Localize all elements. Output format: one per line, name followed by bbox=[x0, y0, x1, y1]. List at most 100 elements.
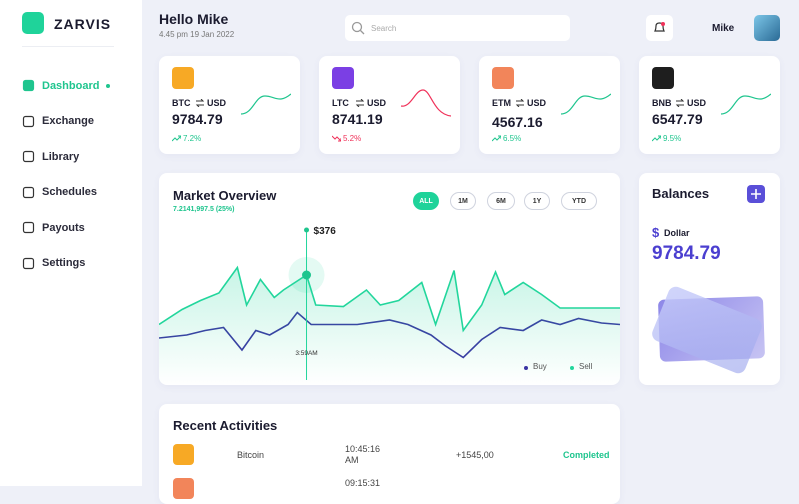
nav-item[interactable]: Payouts bbox=[22, 221, 85, 234]
icon-shape bbox=[22, 221, 35, 234]
search-placeholder: Search bbox=[371, 23, 397, 33]
balances-title: Balances bbox=[652, 186, 710, 201]
legend-dot bbox=[570, 366, 574, 370]
nav-icon bbox=[22, 79, 35, 92]
range-button[interactable]: YTD bbox=[561, 192, 597, 210]
nav-icon bbox=[22, 186, 35, 198]
line bbox=[159, 265, 620, 333]
asset-icon bbox=[173, 478, 194, 499]
nav-item[interactable]: Dashboard bbox=[22, 79, 111, 92]
coin-icon bbox=[652, 67, 674, 89]
nav-item[interactable]: Library bbox=[22, 150, 79, 163]
market-chart: $376 3:59AM Buy Sell bbox=[159, 226, 620, 385]
range-button[interactable]: ALL bbox=[413, 192, 439, 210]
trend-arrow bbox=[332, 135, 341, 142]
trend-arrow bbox=[652, 135, 661, 142]
ticker-card: LTC USD 8741.19 5.2% bbox=[319, 56, 460, 154]
nav-label: Payouts bbox=[42, 221, 85, 234]
avatar[interactable] bbox=[754, 15, 780, 41]
currency-symbol: $ bbox=[652, 225, 660, 240]
nav-item[interactable]: Exchange bbox=[22, 115, 94, 128]
nav-icon bbox=[22, 115, 35, 127]
price: 9784.79 bbox=[172, 111, 223, 127]
coin-icon bbox=[492, 67, 514, 89]
ticker-card: ETM USD 4567.16 6.5% bbox=[479, 56, 620, 154]
sidebar: ZARVIS Dashboard Exchange Library Schedules… bbox=[0, 0, 142, 486]
nav-label: Schedules bbox=[42, 186, 98, 198]
quote: USD bbox=[367, 98, 387, 108]
balances-card: Balances $ Dollar 9784.79 bbox=[639, 173, 780, 385]
nav-label: Dashboard bbox=[42, 79, 100, 92]
sparkline bbox=[561, 93, 611, 115]
asset: Bitcoin bbox=[237, 450, 265, 460]
nav-item[interactable]: Settings bbox=[22, 257, 85, 270]
search[interactable]: Search bbox=[345, 15, 570, 41]
amount: +1545,00 bbox=[456, 450, 494, 460]
swap-icon bbox=[355, 99, 365, 107]
icon-shape bbox=[22, 186, 35, 198]
quote: USD bbox=[687, 98, 707, 108]
currency: Dollar bbox=[664, 228, 690, 238]
area bbox=[159, 267, 620, 385]
range-button[interactable]: 6M bbox=[487, 192, 515, 210]
trend-arrow bbox=[172, 135, 181, 142]
coin-icon bbox=[332, 67, 354, 89]
swap-arrows bbox=[515, 99, 525, 107]
trend-arrow bbox=[492, 135, 501, 142]
sparkline bbox=[401, 89, 451, 117]
nav-label: Settings bbox=[42, 257, 86, 269]
datetime: 4.45 pm 19 Jan 2022 bbox=[159, 30, 235, 39]
ticker-card: BNB USD 6547.79 9.5% bbox=[639, 56, 780, 154]
nav-item[interactable]: Schedules bbox=[22, 186, 97, 199]
trend-icon bbox=[172, 135, 181, 142]
icon-shape bbox=[22, 79, 35, 92]
trend-icon bbox=[652, 135, 661, 142]
tooltip-time: 3:59AM bbox=[295, 350, 317, 357]
trend-icon bbox=[492, 135, 501, 142]
legend-label: Buy bbox=[533, 362, 547, 371]
icon-shape bbox=[22, 150, 35, 163]
icon-shape bbox=[22, 115, 35, 127]
market-title: Market Overview bbox=[173, 188, 277, 203]
add-button[interactable] bbox=[747, 185, 765, 203]
symbol: LTC bbox=[332, 98, 349, 108]
cursor-point bbox=[302, 270, 312, 280]
user-name[interactable]: Mike bbox=[712, 23, 735, 34]
activities-card: Recent Activities Bitcoin 10:45:16 AM +1… bbox=[159, 404, 620, 504]
tooltip-value: $376 bbox=[314, 226, 337, 237]
tooltip-dot bbox=[304, 227, 310, 233]
swap-icon bbox=[195, 99, 205, 107]
bell-icon bbox=[654, 22, 665, 32]
nav-icon bbox=[22, 221, 35, 234]
swap-arrows bbox=[355, 99, 365, 107]
logo bbox=[22, 12, 44, 34]
swap-arrows bbox=[675, 99, 685, 107]
balance-amount: 9784.79 bbox=[652, 243, 721, 264]
greeting: Hello Mike bbox=[159, 11, 229, 27]
coin-icon bbox=[172, 67, 194, 89]
sparkline bbox=[241, 93, 291, 115]
active-dot bbox=[106, 83, 111, 88]
legend-dot bbox=[524, 366, 528, 370]
change: 6.5% bbox=[503, 134, 522, 143]
range-button[interactable]: 1Y bbox=[524, 192, 550, 210]
sparkline-path bbox=[401, 89, 451, 117]
status: Completed bbox=[563, 450, 610, 460]
price: 4567.16 bbox=[492, 114, 543, 130]
market-subtitle: 7.2141,997.5 (25%) bbox=[173, 206, 235, 213]
quote: USD bbox=[527, 98, 547, 108]
range-button[interactable]: 1M bbox=[450, 192, 476, 210]
time: 09:15:31 bbox=[345, 478, 381, 488]
change: 7.2% bbox=[183, 134, 202, 143]
swap-icon bbox=[515, 99, 525, 107]
symbol: BNB bbox=[652, 98, 672, 108]
nav-icon bbox=[22, 257, 35, 269]
nav-icon bbox=[22, 150, 35, 163]
plus-icon bbox=[751, 189, 761, 199]
market-card: $376 3:59AM Buy Sell Market Overview 7.2141… bbox=[159, 173, 620, 385]
nav-label: Exchange bbox=[42, 115, 94, 127]
change: 9.5% bbox=[663, 134, 682, 143]
notifications[interactable] bbox=[646, 15, 673, 41]
activities-title: Recent Activities bbox=[173, 418, 278, 433]
price: 6547.79 bbox=[652, 111, 703, 127]
